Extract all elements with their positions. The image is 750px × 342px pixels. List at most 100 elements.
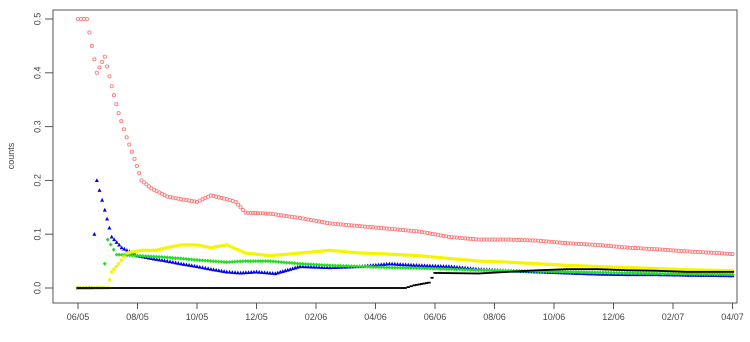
data-point — [268, 211, 273, 216]
data-point — [687, 249, 692, 254]
data-point — [251, 287, 256, 289]
data-point — [316, 287, 320, 289]
data-point — [320, 249, 324, 253]
data-point — [517, 261, 521, 265]
data-point — [236, 287, 240, 289]
data-point — [457, 267, 462, 272]
data-point — [143, 287, 147, 289]
data-point — [100, 59, 105, 65]
data-point — [279, 213, 284, 218]
data-point — [590, 270, 595, 275]
data-point — [219, 268, 224, 273]
x-tick-label: 10/06 — [543, 312, 566, 322]
data-point — [633, 246, 638, 251]
data-point — [395, 265, 400, 270]
data-point — [154, 254, 159, 259]
data-point — [262, 270, 267, 275]
data-point — [192, 257, 197, 262]
data-point — [660, 247, 665, 252]
data-point — [606, 268, 611, 271]
data-point — [419, 266, 424, 271]
data-point — [468, 267, 473, 272]
data-point — [452, 257, 456, 261]
data-point — [363, 251, 367, 255]
data-point — [303, 250, 308, 255]
data-point — [552, 240, 557, 245]
data-point — [222, 259, 227, 264]
data-point — [560, 269, 565, 274]
data-point — [370, 287, 374, 289]
data-point — [660, 267, 665, 271]
data-point — [385, 287, 390, 289]
data-point — [398, 287, 402, 289]
data-point — [471, 272, 476, 275]
data-point — [666, 270, 670, 273]
data-point — [490, 271, 494, 274]
data-point — [219, 244, 224, 248]
data-point — [290, 261, 295, 266]
data-point — [127, 253, 132, 258]
data-point — [493, 271, 497, 274]
data-point — [684, 272, 689, 277]
data-point — [687, 268, 692, 272]
data-point — [84, 287, 88, 289]
data-point — [178, 256, 183, 261]
data-point — [228, 287, 232, 289]
data-point — [584, 270, 589, 275]
data-point — [692, 270, 697, 273]
data-point — [430, 266, 435, 271]
data-point — [506, 260, 510, 264]
data-point — [692, 268, 697, 272]
data-point — [639, 269, 643, 272]
data-point — [692, 272, 697, 277]
data-point — [355, 287, 359, 289]
data-point — [303, 262, 308, 267]
data-point — [122, 246, 127, 251]
data-point — [157, 257, 162, 262]
data-point — [677, 270, 681, 273]
data-point — [241, 250, 245, 254]
data-point — [398, 253, 402, 257]
data-point — [94, 70, 99, 75]
data-point — [241, 207, 246, 213]
data-point — [328, 248, 332, 252]
data-point — [263, 253, 268, 257]
data-point — [255, 259, 260, 264]
data-point — [650, 266, 654, 271]
data-point — [552, 263, 556, 267]
data-point — [417, 266, 422, 271]
data-point — [612, 265, 616, 269]
data-point — [176, 287, 181, 289]
data-point — [187, 243, 191, 247]
data-point — [147, 248, 151, 252]
data-point — [205, 258, 210, 263]
data-point — [276, 212, 281, 217]
data-point — [707, 272, 712, 277]
data-point — [181, 197, 186, 202]
data-point — [317, 262, 322, 267]
data-point — [725, 272, 730, 277]
data-point — [555, 240, 560, 245]
data-point — [263, 211, 268, 216]
data-point — [414, 253, 419, 258]
data-point — [573, 270, 578, 275]
data-point — [91, 287, 95, 289]
data-point — [471, 268, 476, 273]
data-point — [246, 270, 251, 274]
data-point — [111, 93, 117, 98]
data-point — [541, 262, 546, 266]
data-point — [124, 135, 129, 140]
data-point — [116, 111, 121, 116]
data-point — [604, 265, 608, 269]
data-point — [425, 263, 430, 268]
data-point — [190, 243, 194, 247]
data-point — [312, 250, 316, 254]
data-point — [730, 272, 735, 277]
data-point — [587, 268, 592, 271]
data-point — [582, 242, 587, 247]
data-point — [473, 237, 478, 242]
data-point — [463, 236, 468, 241]
data-point — [335, 222, 341, 227]
data-point — [555, 269, 560, 274]
data-point — [292, 261, 297, 266]
